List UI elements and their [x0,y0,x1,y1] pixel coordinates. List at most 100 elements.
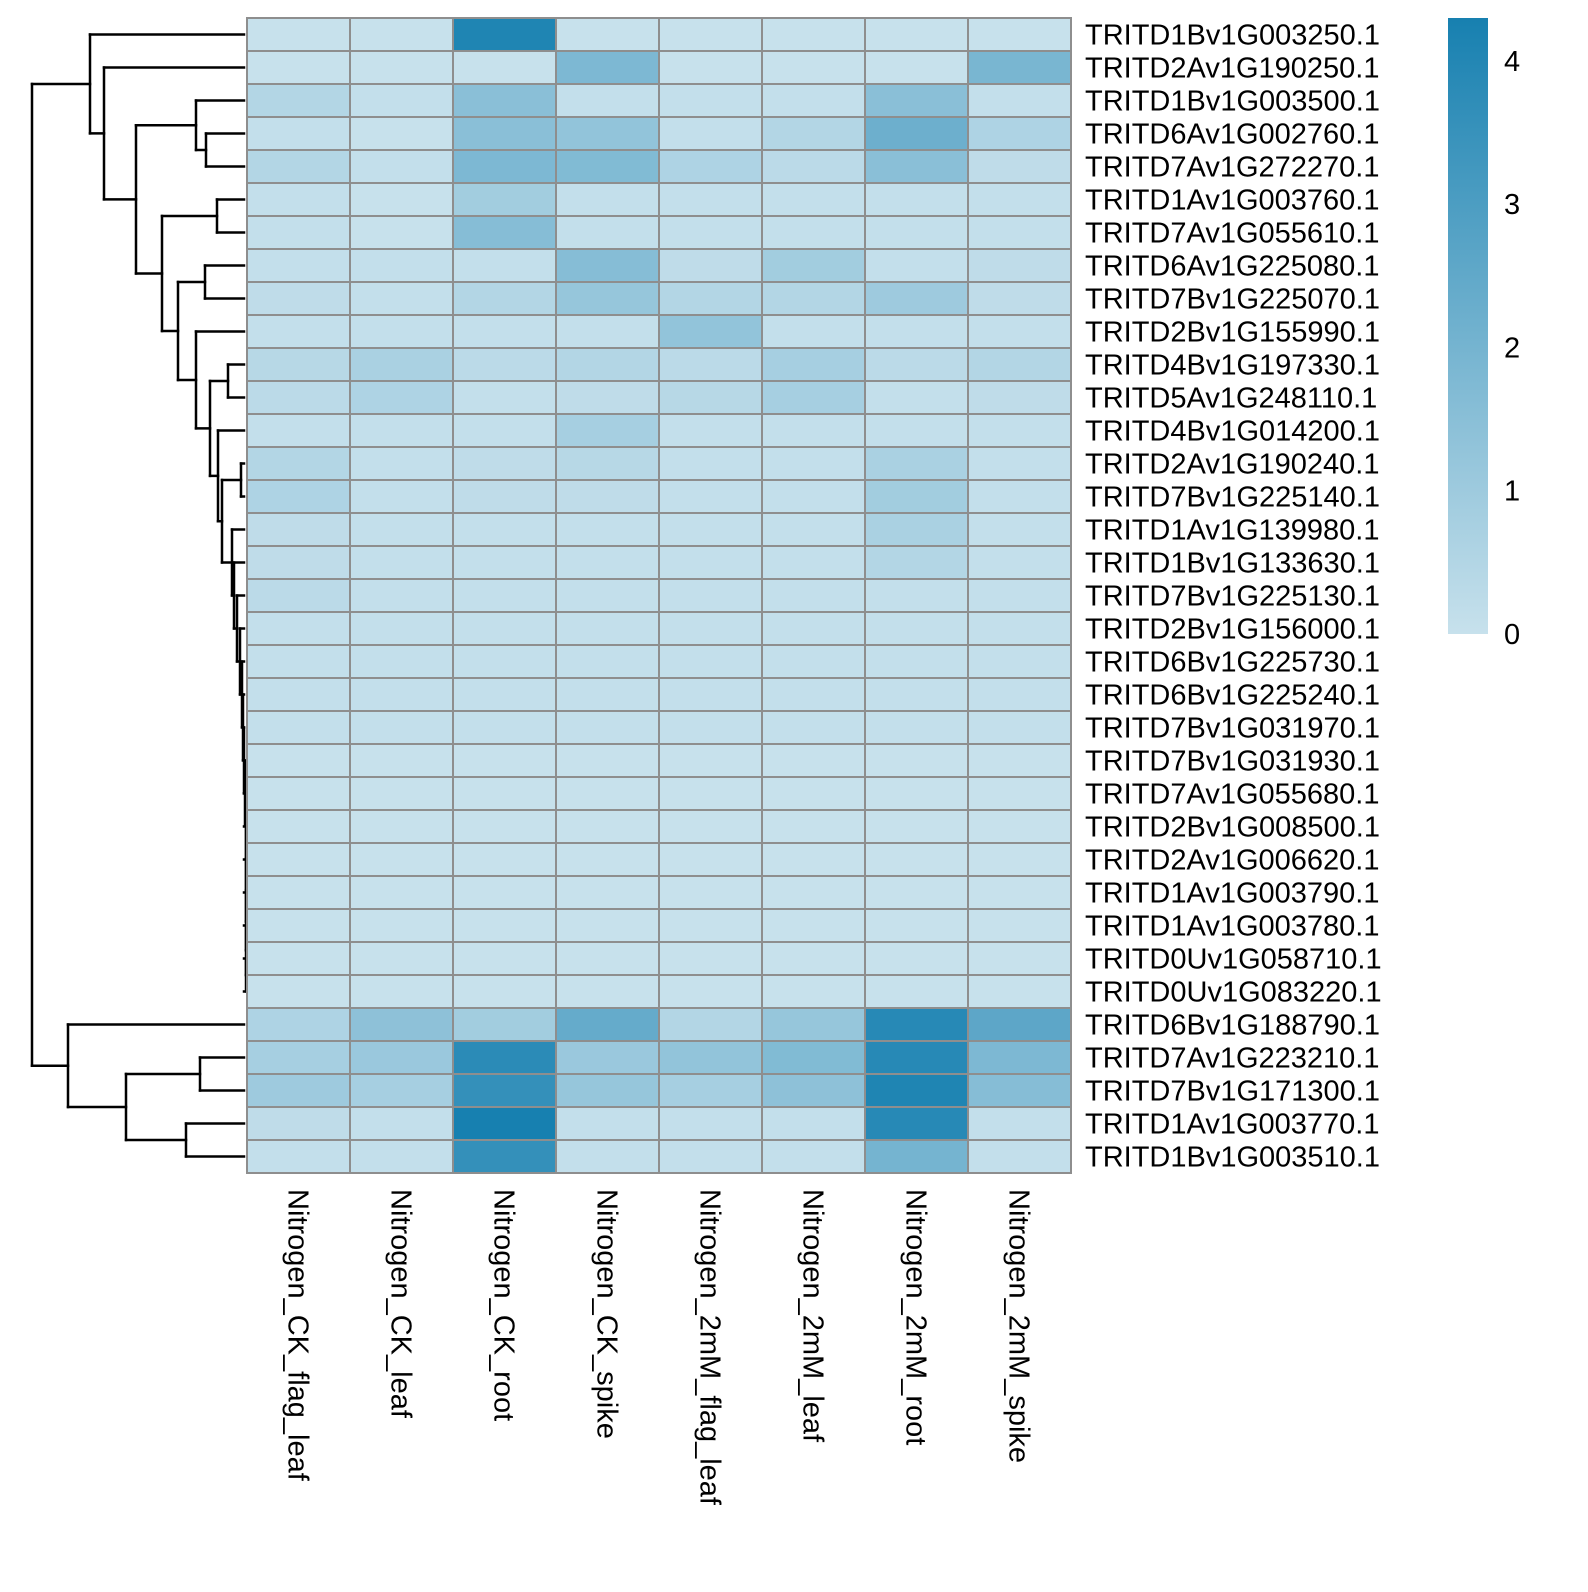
heatmap-cell [555,50,660,85]
heatmap-cell [864,545,969,580]
heatmap-cell [658,1040,763,1075]
heatmap-cell [864,215,969,250]
row-label: TRITD6Bv1G225730.1 [1085,647,1380,679]
row-label: TRITD4Bv1G197330.1 [1085,350,1380,382]
heatmap-cell [864,644,969,679]
row-label: TRITD7Bv1G225130.1 [1085,581,1380,613]
heatmap-cell [555,116,660,151]
heatmap-cell [658,908,763,943]
row-label: TRITD1Av1G139980.1 [1085,515,1379,547]
legend-color-bar [1448,18,1488,634]
heatmap-cell [864,116,969,151]
row-label: TRITD7Av1G223210.1 [1085,1043,1379,1075]
heatmap-cell [864,248,969,283]
heatmap-cell [349,50,454,85]
heatmap-cell [349,83,454,118]
heatmap-cell [555,677,660,712]
heatmap-cell [246,248,351,283]
row-label: TRITD1Bv1G003500.1 [1085,86,1380,118]
heatmap-cell [761,380,866,415]
heatmap-cell [658,776,763,811]
heatmap-cell [246,1139,351,1174]
heatmap-cell [967,50,1072,85]
heatmap-cell [349,545,454,580]
heatmap-cell [452,116,557,151]
heatmap-cell [452,182,557,217]
heatmap-cell [761,1106,866,1141]
heatmap-cell [349,347,454,382]
heatmap-cell [349,776,454,811]
heatmap-cell [555,611,660,646]
heatmap-cell [761,347,866,382]
row-label: TRITD6Bv1G225240.1 [1085,680,1380,712]
heatmap-cell [761,611,866,646]
heatmap-cell [246,875,351,910]
heatmap-cell [246,281,351,316]
heatmap-cell [246,116,351,151]
heatmap-cell [349,215,454,250]
heatmap-cell [967,842,1072,877]
heatmap-cell [349,710,454,745]
heatmap-cell [864,149,969,184]
heatmap-cell [658,17,763,52]
heatmap-cell [452,743,557,778]
row-label: TRITD7Av1G055610.1 [1085,218,1379,250]
heatmap-cell [658,347,763,382]
heatmap-cell [349,446,454,481]
heatmap-cell [658,545,763,580]
heatmap-cell [246,314,351,349]
heatmap-cell [761,1007,866,1042]
heatmap-cell [761,116,866,151]
heatmap-cell [246,1007,351,1042]
heatmap-cell [761,842,866,877]
heatmap-cell [864,1073,969,1108]
heatmap-cell [555,413,660,448]
heatmap-cell [349,149,454,184]
row-label: TRITD5Av1G248110.1 [1085,383,1377,415]
heatmap-cell [555,215,660,250]
heatmap-cell [246,545,351,580]
heatmap-cell [864,182,969,217]
heatmap-cell [761,1139,866,1174]
heatmap-cell [349,611,454,646]
heatmap-cell [246,743,351,778]
row-label: TRITD0Uv1G083220.1 [1085,977,1382,1009]
heatmap-cell [452,1106,557,1141]
heatmap-cell [658,380,763,415]
heatmap-cell [452,314,557,349]
heatmap-cell [761,644,866,679]
row-label: TRITD1Bv1G133630.1 [1085,548,1380,580]
legend-tick-label: 4 [1504,46,1520,78]
row-label: TRITD6Bv1G188790.1 [1085,1010,1380,1042]
column-label: Nitrogen_CK_root [488,1189,520,1421]
heatmap-cell [349,644,454,679]
heatmap-cell [761,413,866,448]
heatmap-cell [967,743,1072,778]
heatmap-cell [246,941,351,976]
heatmap-cell [246,83,351,118]
heatmap-cell [967,215,1072,250]
heatmap-cell [246,710,351,745]
heatmap-cell [658,941,763,976]
row-label: TRITD6Av1G002760.1 [1085,119,1379,151]
heatmap-cell [246,182,351,217]
heatmap-cell [658,611,763,646]
row-label: TRITD1Av1G003790.1 [1085,878,1379,910]
heatmap-cell [761,512,866,547]
heatmap-cell [452,974,557,1009]
heatmap-cell [555,644,660,679]
heatmap-cell [658,479,763,514]
row-label: TRITD7Bv1G225140.1 [1085,482,1380,514]
row-label: TRITD2Bv1G008500.1 [1085,812,1380,844]
heatmap-cell [967,248,1072,283]
row-label: TRITD7Av1G272270.1 [1085,152,1379,184]
heatmap-cell [555,446,660,481]
heatmap-cell [349,875,454,910]
heatmap-cell [658,50,763,85]
heatmap-cell [658,116,763,151]
heatmap-cell [967,809,1072,844]
heatmap-cell [452,908,557,943]
heatmap-cell [761,446,866,481]
heatmap-cell [349,380,454,415]
heatmap-cell [658,710,763,745]
